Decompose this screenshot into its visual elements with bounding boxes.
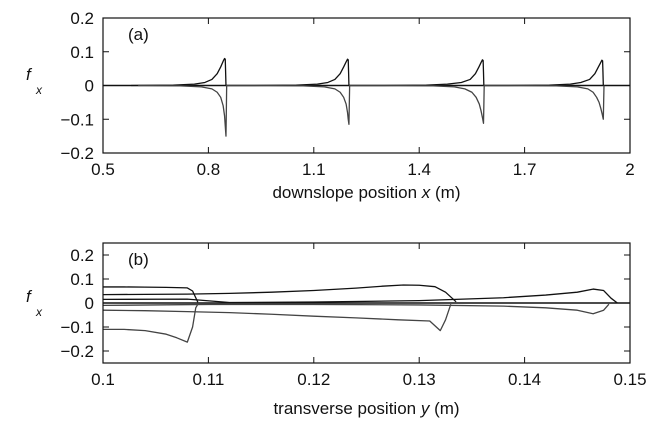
x-tick-label: 0.5	[91, 160, 115, 179]
x-axis-label: downslope position x (m)	[272, 183, 460, 202]
y-axis-label: f	[26, 287, 33, 306]
y-axis-label-subscript: x	[35, 83, 43, 97]
series-3-line	[102, 288, 618, 304]
x-axis-label: transverse position y (m)	[273, 399, 459, 418]
series-1-line	[131, 57, 604, 87]
y-tick-label: −0.1	[60, 318, 94, 337]
y-tick-label: 0.1	[70, 43, 94, 62]
y-axis-label: f	[26, 65, 33, 84]
y-tick-label: −0.1	[60, 110, 94, 129]
series-6-line	[102, 303, 610, 315]
x-tick-label: 0.1	[91, 370, 115, 389]
y-tick-label: 0.2	[70, 9, 94, 28]
series-5-line	[102, 303, 452, 332]
y-tick-label: 0.2	[70, 246, 94, 265]
series-2-line	[138, 84, 605, 137]
series-1-line	[103, 286, 199, 303]
y-tick-label: 0	[85, 77, 94, 96]
x-tick-label: 0.11	[192, 370, 224, 389]
y-axis-label-subscript: x	[35, 305, 43, 319]
x-tick-label: 1.7	[513, 160, 537, 179]
x-tick-label: 2	[625, 160, 634, 179]
x-tick-label: 1.1	[302, 160, 326, 179]
x-tick-label: 1.4	[407, 160, 431, 179]
x-tick-label: 0.8	[197, 160, 221, 179]
series-2-line	[102, 284, 457, 303]
x-tick-label: 0.15	[613, 370, 646, 389]
x-tick-label: 0.13	[403, 370, 436, 389]
y-tick-label: 0.1	[70, 270, 94, 289]
y-tick-label: 0	[85, 294, 94, 313]
panel-tag: (a)	[128, 25, 149, 44]
panel-b: 0.1 0.11 0.12 0.13 0.14 0.15 −0.2 −0.1 0 0.1 0.2 (b…	[26, 242, 647, 418]
x-tick-label: 0.14	[508, 370, 541, 389]
y-tick-label: −0.2	[60, 342, 94, 361]
series-4-line	[103, 303, 199, 343]
panel-a: 0.5 0.8 1.1 1.4 1.7 2 −0.2 −0.1 0 0.1 0.2 (a) downsl…	[26, 9, 635, 202]
x-tick-label: 0.12	[297, 370, 330, 389]
y-tick-label: −0.2	[60, 144, 94, 163]
panel-tag: (b)	[128, 250, 149, 269]
